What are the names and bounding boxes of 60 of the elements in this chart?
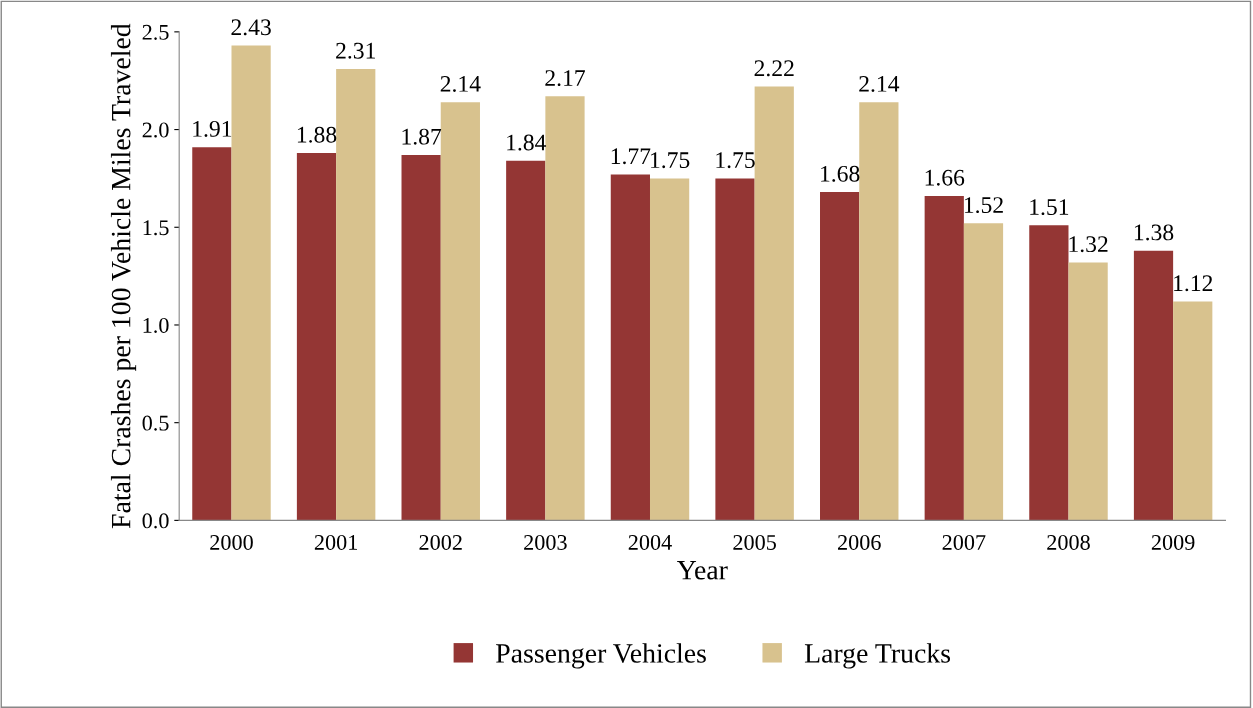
bar bbox=[1133, 250, 1174, 521]
y-axis-title: Fatal Crashes per 100 Vehicle Miles Traveled bbox=[110, 23, 137, 529]
data-label: 2.22 bbox=[754, 60, 794, 77]
data-label: 1.38 bbox=[1134, 224, 1174, 241]
y-tick-label: 2.5 bbox=[142, 24, 169, 40]
data-label: 2.31 bbox=[336, 42, 375, 59]
data-label: 2.17 bbox=[545, 70, 585, 87]
x-tick-label: 2004 bbox=[628, 534, 672, 550]
data-label: 1.68 bbox=[821, 165, 860, 182]
x-tick-label: 2005 bbox=[733, 534, 776, 550]
x-tick-label: 2006 bbox=[838, 534, 881, 550]
bar bbox=[1029, 225, 1069, 521]
bar bbox=[963, 223, 1004, 521]
data-label: 1.75 bbox=[651, 152, 690, 169]
bar bbox=[336, 68, 376, 521]
y-tick-label: 1.0 bbox=[143, 317, 169, 333]
data-label: 1.84 bbox=[507, 134, 547, 151]
bar bbox=[715, 178, 755, 521]
x-tick-label: 2001 bbox=[314, 534, 358, 550]
data-label: 1.91 bbox=[193, 120, 232, 137]
bar bbox=[924, 196, 964, 521]
x-tick-label: 2003 bbox=[524, 534, 567, 550]
y-tick-label: 1.5 bbox=[143, 220, 169, 236]
bar bbox=[1173, 301, 1213, 521]
data-label: 1.12 bbox=[1174, 275, 1213, 292]
data-label: 1.51 bbox=[1030, 199, 1069, 216]
data-label: 1.75 bbox=[716, 152, 755, 169]
bar bbox=[1068, 262, 1108, 521]
y-tick-label: 0.0 bbox=[142, 513, 169, 529]
bar bbox=[506, 160, 546, 521]
bar bbox=[545, 96, 585, 521]
y-tick-label: 2.0 bbox=[142, 122, 169, 138]
bar bbox=[231, 45, 271, 521]
data-label: 1.77 bbox=[611, 148, 651, 165]
x-tick-label: 2008 bbox=[1047, 534, 1090, 550]
bar bbox=[610, 174, 650, 521]
data-label: 1.88 bbox=[297, 126, 337, 143]
data-label: 1.32 bbox=[1069, 236, 1108, 253]
x-tick-label: 2007 bbox=[942, 534, 986, 550]
bar bbox=[296, 153, 337, 521]
data-label: 1.87 bbox=[402, 128, 442, 145]
data-label: 1.66 bbox=[925, 169, 965, 186]
data-label: 2.14 bbox=[440, 75, 481, 92]
data-label: 2.43 bbox=[231, 19, 271, 36]
bar bbox=[649, 178, 690, 521]
bar bbox=[820, 192, 860, 521]
bar bbox=[859, 102, 899, 521]
legend-label: Large Trucks bbox=[804, 643, 951, 669]
bar bbox=[401, 154, 441, 521]
bar bbox=[192, 147, 232, 521]
x-tick-label: 2009 bbox=[1151, 534, 1195, 550]
bar bbox=[440, 102, 480, 521]
data-label: 1.52 bbox=[964, 197, 1003, 214]
data-label: 2.14 bbox=[859, 75, 900, 92]
x-axis-title: Year bbox=[677, 561, 728, 580]
bar bbox=[754, 86, 794, 521]
x-tick-label: 2002 bbox=[419, 534, 462, 550]
y-tick-label: 0.5 bbox=[142, 415, 169, 431]
x-tick-label: 2000 bbox=[210, 534, 253, 550]
legend-label: Passenger Vehicles bbox=[496, 643, 706, 669]
